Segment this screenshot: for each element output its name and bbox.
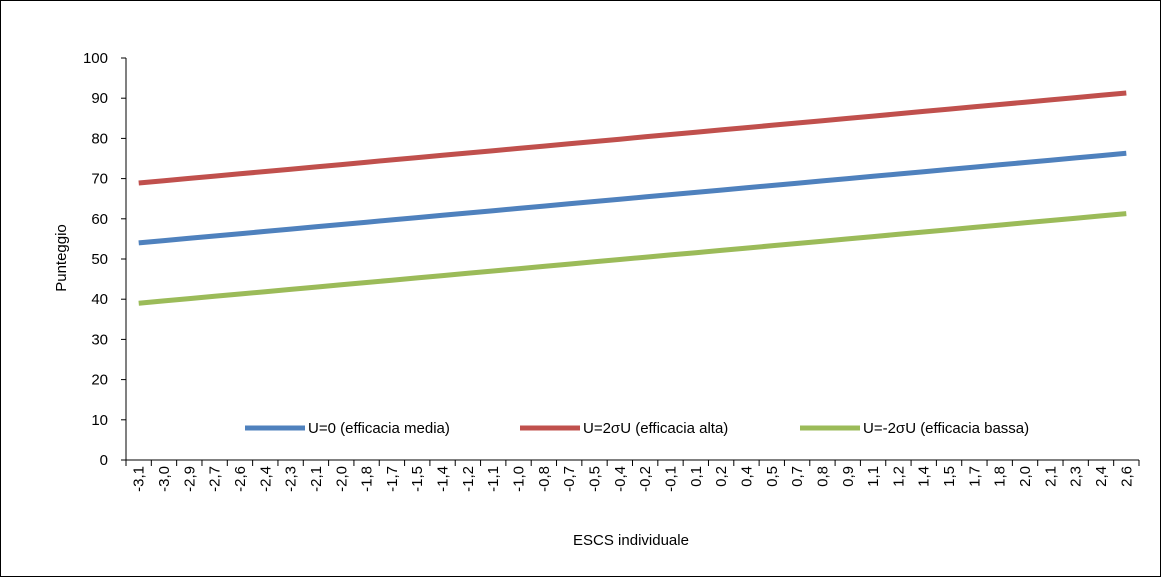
y-tick-label: 80 bbox=[91, 130, 108, 147]
x-tick-label: 1,5 bbox=[941, 466, 958, 487]
x-tick-label: -3,0 bbox=[156, 466, 173, 492]
legend-label-2: U=2σU (efficacia alta) bbox=[583, 420, 728, 437]
x-tick-label: -2,6 bbox=[232, 466, 249, 492]
x-tick-label: 0,4 bbox=[738, 466, 755, 487]
x-tick-label: -0,8 bbox=[536, 466, 553, 492]
x-tick-label: 2,1 bbox=[1042, 466, 1059, 487]
x-axis-ticks: -3,1 -3,0 -2,9 -2,7 -2,6 -2,4 -2,3 -2,1 -2,0 -1,8… bbox=[125, 460, 1140, 492]
y-tick-label: 20 bbox=[91, 372, 108, 389]
y-axis-title: Punteggio bbox=[53, 224, 70, 292]
x-tick-label: 1,4 bbox=[916, 466, 933, 487]
x-tick-label: -0,7 bbox=[561, 466, 578, 492]
x-tick-label: 2,4 bbox=[1093, 466, 1110, 487]
x-tick-label: 1,1 bbox=[865, 466, 882, 487]
x-tick-label: -0,5 bbox=[587, 466, 604, 492]
x-tick-label: 1,7 bbox=[966, 466, 983, 487]
x-tick-label: 0,8 bbox=[814, 466, 831, 487]
x-tick-label: 0,9 bbox=[840, 466, 857, 487]
x-tick-label: -2,9 bbox=[181, 466, 198, 492]
x-tick-label: -2,3 bbox=[283, 466, 300, 492]
x-tick-label: -2,7 bbox=[207, 466, 224, 492]
x-tick-label: -0,1 bbox=[662, 466, 679, 492]
y-tick-label: 0 bbox=[100, 452, 108, 469]
y-tick-label: 100 bbox=[83, 50, 108, 67]
series-line-1 bbox=[138, 150, 1127, 246]
x-tick-label: -2,0 bbox=[333, 466, 350, 492]
x-tick-label: 1,2 bbox=[890, 466, 907, 487]
x-tick-label: -1,7 bbox=[384, 466, 401, 492]
legend: U=0 (efficacia media) U=2σU (efficacia al… bbox=[245, 420, 1029, 437]
y-tick-label: 50 bbox=[91, 251, 108, 268]
x-tick-label: -1,2 bbox=[460, 466, 477, 492]
x-tick-label: 2,3 bbox=[1068, 466, 1085, 487]
y-tick-label: 40 bbox=[91, 291, 108, 308]
x-tick-label: -1,0 bbox=[511, 466, 528, 492]
legend-label-3: U=-2σU (efficacia bassa) bbox=[863, 420, 1029, 437]
x-tick-label: -1,4 bbox=[435, 466, 452, 492]
series-line-2 bbox=[138, 90, 1127, 186]
x-tick-label: 0,1 bbox=[688, 466, 705, 487]
x-tick-label: -0,4 bbox=[612, 466, 629, 492]
y-tick-label: 30 bbox=[91, 331, 108, 348]
y-tick-label: 60 bbox=[91, 211, 108, 228]
x-tick-label: 2,0 bbox=[1017, 466, 1034, 487]
y-tick-label: 70 bbox=[91, 171, 108, 188]
x-tick-label: -0,2 bbox=[637, 466, 654, 492]
x-tick-label: 0,5 bbox=[764, 466, 781, 487]
series-line-3 bbox=[138, 211, 1127, 306]
x-tick-label: 0,2 bbox=[713, 466, 730, 487]
x-tick-label: -3,1 bbox=[131, 466, 148, 492]
x-tick-label: 1,8 bbox=[992, 466, 1009, 487]
y-tick-label: 10 bbox=[91, 412, 108, 429]
y-axis-ticks: 0 10 20 30 40 50 60 70 80 90 100 bbox=[83, 50, 126, 469]
plot-lines bbox=[138, 90, 1127, 306]
x-tick-label: -1,5 bbox=[409, 466, 426, 492]
x-tick-label: -1,1 bbox=[485, 466, 502, 492]
x-tick-label: -2,4 bbox=[257, 466, 274, 492]
x-axis-title: ESCS individuale bbox=[573, 532, 689, 549]
x-tick-label: -2,1 bbox=[308, 466, 325, 492]
y-tick-label: 90 bbox=[91, 90, 108, 107]
x-tick-label: -1,8 bbox=[359, 466, 376, 492]
x-tick-label: 2,6 bbox=[1118, 466, 1135, 487]
x-tick-label: 0,7 bbox=[789, 466, 806, 487]
legend-label-1: U=0 (efficacia media) bbox=[308, 420, 450, 437]
